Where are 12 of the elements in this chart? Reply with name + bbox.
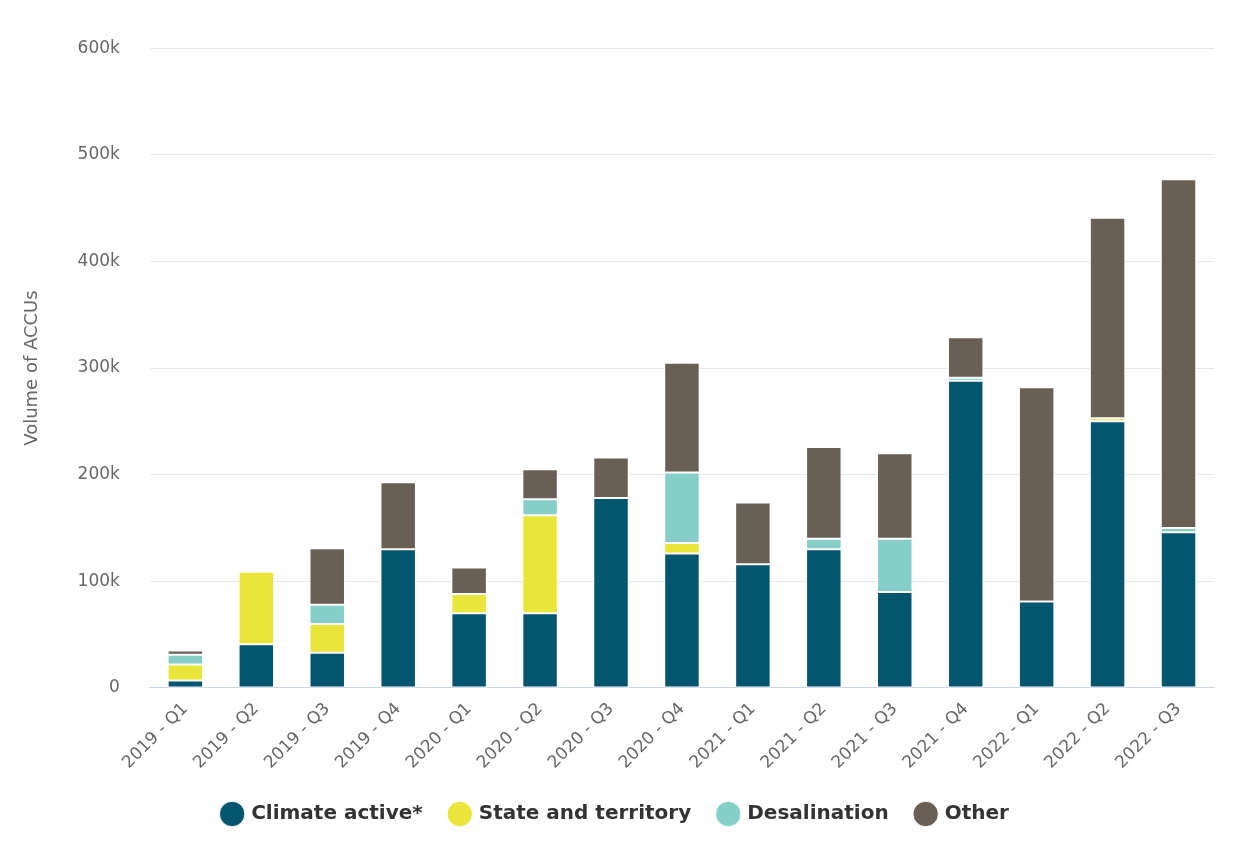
legend-label: State and territory — [478, 800, 692, 825]
legend-label: Climate active* — [251, 800, 424, 825]
y-tick-label: 300k — [77, 356, 121, 377]
y-tick-label: 200k — [77, 463, 121, 484]
y-tick-label: 500k — [77, 143, 121, 164]
legend-label: Desalination — [747, 800, 889, 825]
y-tick-label: 0 — [109, 676, 120, 697]
legend-label: Other — [944, 800, 1010, 825]
y-axis-title: Volume of ACCUs — [20, 290, 42, 446]
y-tick-label: 100k — [77, 569, 121, 590]
y-tick-label: 600k — [77, 36, 121, 57]
y-tick-label: 400k — [77, 249, 121, 270]
